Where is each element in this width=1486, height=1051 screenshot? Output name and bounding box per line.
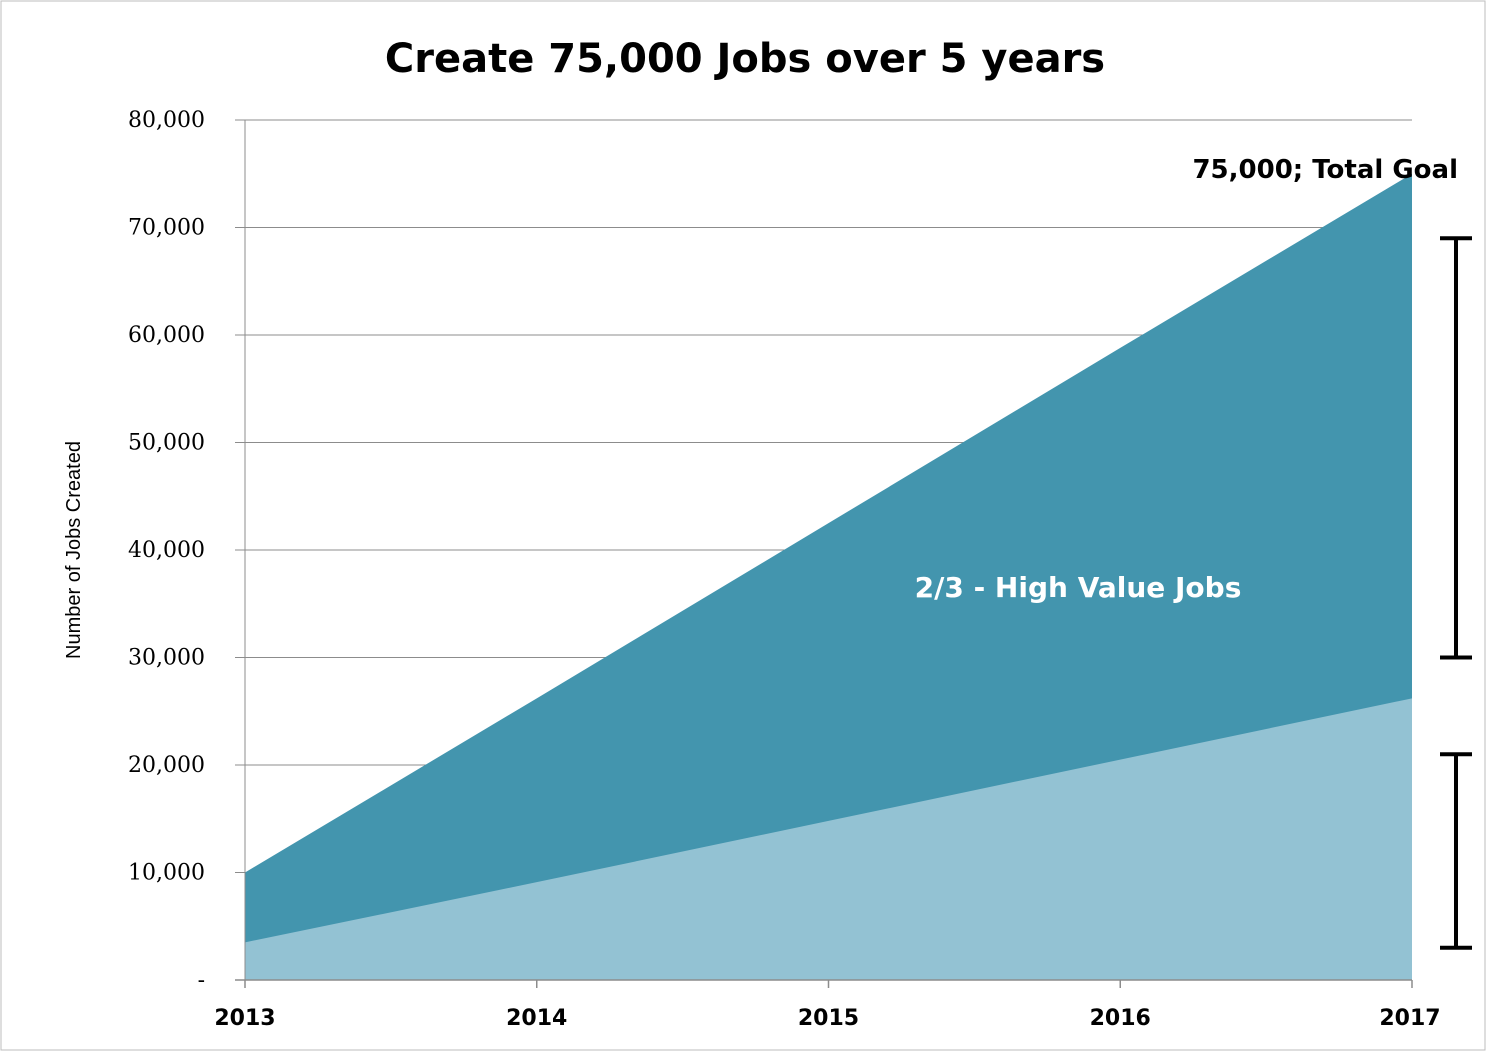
areas <box>245 173 1412 980</box>
annotation-high-value-jobs: 2/3 - High Value Jobs <box>915 571 1242 604</box>
annotation-total-goal: 75,000; Total Goal <box>1192 155 1458 185</box>
bracket-1 <box>1440 236 1472 660</box>
chart-title: Create 75,000 Jobs over 5 years <box>385 36 1105 82</box>
x-tick-labels: 2013 2014 2015 2016 2017 <box>214 1006 1440 1031</box>
area-series-1 <box>245 698 1412 980</box>
x-tick-label-2016: 2016 <box>1090 1006 1151 1031</box>
y-tick-label-60000: 60,000 <box>128 323 205 348</box>
y-tick-label-70000: 70,000 <box>128 216 205 241</box>
y-tick-label-40000: 40,000 <box>128 538 205 563</box>
x-tick-label-2017: 2017 <box>1379 1006 1440 1031</box>
bracket-2 <box>1440 752 1472 950</box>
y-tick-label-30000: 30,000 <box>128 646 205 671</box>
x-tick-label-2014: 2014 <box>506 1006 567 1031</box>
brackets <box>1440 236 1472 950</box>
y-tick-label-10000: 10,000 <box>128 861 205 886</box>
y-tick-label-20000: 20,000 <box>128 753 205 778</box>
y-tick-label-0: - <box>198 968 205 993</box>
y-axis-label: Number of Jobs Created <box>63 441 85 659</box>
x-tick-label-2013: 2013 <box>214 1006 275 1031</box>
y-tick-label-50000: 50,000 <box>128 431 205 456</box>
y-tick-labels: - 10,000 20,000 30,000 40,000 50,000 60,000 70,… <box>128 108 205 993</box>
axes <box>235 120 1413 988</box>
x-tick-label-2015: 2015 <box>798 1006 859 1031</box>
y-tick-label-80000: 80,000 <box>128 108 205 133</box>
